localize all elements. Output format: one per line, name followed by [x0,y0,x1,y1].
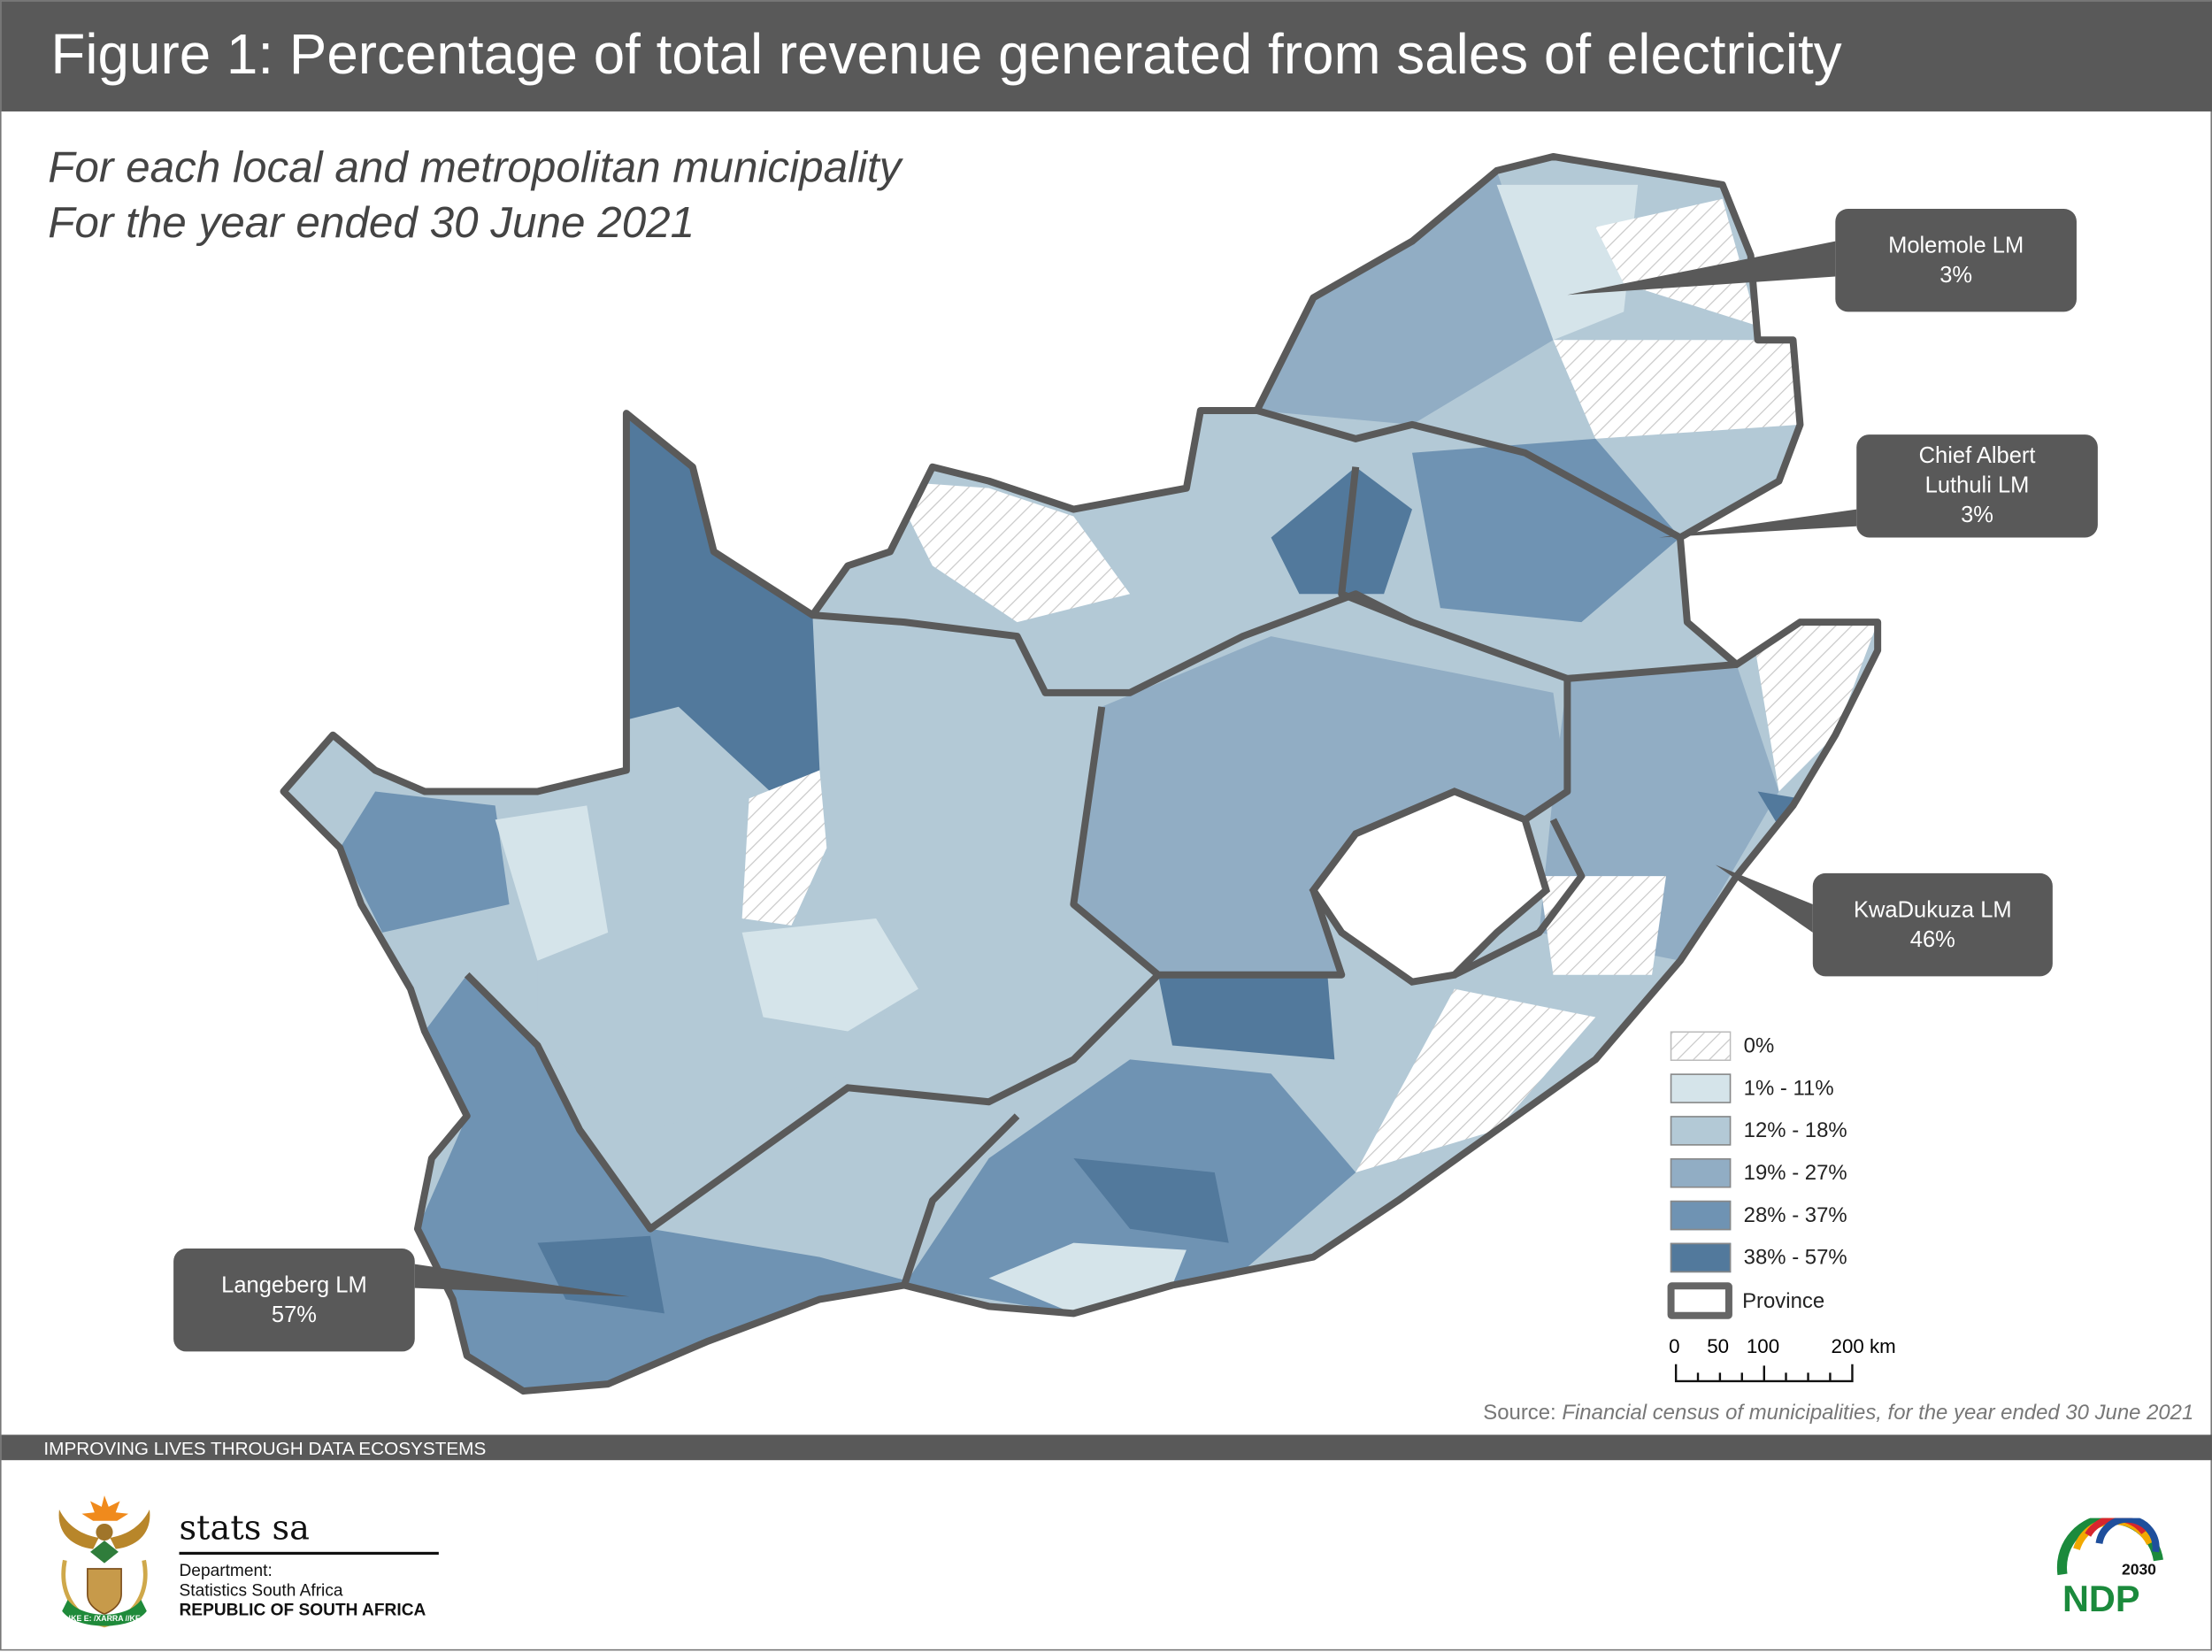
lesotho [1309,788,1551,986]
coat-of-arms-motto: !KE E: /XARRA //KE [68,1614,141,1623]
region-coast-light [988,1242,1187,1314]
legend-label: 0% [1743,1033,1775,1058]
region-west-light [495,805,609,961]
dept-line-3: REPUBLIC OF SOUTH AFRICA [179,1600,426,1620]
stats-sa-brand: stats sa [179,1508,310,1548]
subtitle-line-1: For each local and metropolitan municipa… [48,142,902,192]
region-kzn-south-hatch [1539,876,1666,975]
callout-chief-albert-luthuli: Chief Albert Luthuli LM 3% [1856,434,2098,538]
scale-bar-ruler [1674,1364,1854,1383]
legend-item-5: 38% - 57% [1670,1242,1847,1273]
callout-molemole: Molemole LM 3% [1835,208,2077,312]
callout-value: 57% [271,1302,317,1327]
footer-tagline: IMPROVING LIVES THROUGH DATA ECOSYSTEMS [43,1437,487,1459]
legend-item-0: 0% [1670,1031,1775,1061]
callout-name: Molemole LM [1888,233,2024,257]
region-central-dark [1158,974,1335,1060]
region-limpopo [1256,170,1554,425]
legend-item-4: 28% - 37% [1670,1200,1847,1231]
region-mpumalanga [1411,438,1680,623]
region-north-west-hatch [890,480,1131,623]
source-prefix: Source: [1483,1401,1563,1425]
province-boundaries [464,407,1738,1287]
region-free-state [1073,636,1568,975]
region-mpumalanga-hatch [1553,340,1801,439]
scale-tick-label: 100 [1746,1334,1780,1357]
region-limpopo-hatch [1595,198,1758,327]
callout-value: 3% [1961,503,1993,528]
subtitle-line-2: For the year ended 30 June 2021 [48,197,695,248]
legend-swatch-hatch [1670,1031,1732,1061]
legend-swatch [1670,1116,1732,1146]
legend-label: 38% - 57% [1743,1245,1847,1270]
callout-kwadukuza: KwaDukuza LM 46% [1812,872,2053,977]
callout-name: KwaDukuza LM [1853,897,2012,922]
scale-tick-label: 200 km [1831,1334,1896,1357]
callout-name: Langeberg LM [221,1272,367,1298]
legend-swatch [1670,1073,1732,1103]
region-central-light [741,918,918,1032]
dept-line-2: Statistics South Africa [179,1579,343,1601]
legend-item-3: 19% - 27% [1670,1158,1847,1188]
region-kzn-hatch [1750,622,1878,792]
brand-divider [179,1551,439,1556]
region-hatch-center [741,770,827,926]
legend-swatch-province [1667,1282,1732,1319]
title-bar [1,1,2212,111]
ndp-2030-logo: 2030 NDP [2056,1518,2163,1617]
region-namaqualand [340,791,510,933]
region-karoo [537,791,918,1131]
callout-langeberg: Langeberg LM 57% [173,1249,415,1352]
callout-value: 3% [1939,263,1973,288]
coat-of-arms-logo: !KE E: /XARRA //KE [58,1495,150,1628]
legend-label: 1% - 11% [1743,1076,1834,1101]
region-limpopo-light [1496,184,1639,341]
source-note: Source: Financial census of municipaliti… [1483,1401,2193,1425]
svg-text:2030: 2030 [2122,1560,2156,1578]
callout-name-line-1: Chief Albert [1918,444,2036,469]
legend-item-1: 1% - 11% [1670,1073,1834,1103]
footer-bar [1,1434,2212,1461]
dept-line-1: Department: [179,1560,273,1580]
region-northern-cape-north [622,413,820,792]
region-kwadukuza [1757,791,1801,827]
legend-swatch [1670,1158,1732,1188]
region-gauteng [1271,466,1412,595]
legend-label: Province [1742,1288,1825,1313]
legend-swatch [1670,1242,1732,1273]
callout-name-line-2: Luthuli LM [1924,473,2030,498]
legend-item-2: 12% - 18% [1670,1116,1847,1146]
legend-label: 12% - 18% [1743,1118,1847,1143]
callout-value: 46% [1909,927,1955,952]
scale-tick-label: 0 [1669,1334,1680,1357]
page-title: Figure 1: Percentage of total revenue ge… [50,24,1842,87]
legend-label: 19% - 27% [1743,1161,1847,1186]
legend-swatch [1670,1200,1732,1231]
region-eastern-cape-hatch [1356,988,1596,1172]
legend-item-province: Province [1667,1282,1825,1319]
legend-label: 28% - 37% [1743,1203,1847,1228]
scale-tick-label: 50 [1707,1334,1730,1357]
svg-text:NDP: NDP [2062,1578,2140,1617]
region-ec-dark [1073,1158,1229,1243]
source-text: Financial census of municipalities, for … [1562,1401,2194,1425]
